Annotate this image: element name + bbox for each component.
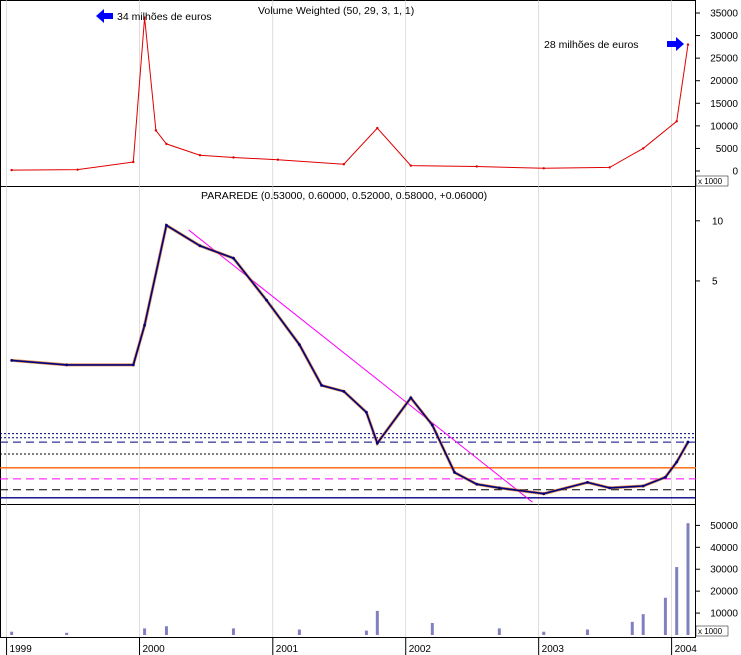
annotation-34m-label: 34 milhões de euros [117, 11, 212, 23]
volume-weighted-point [641, 147, 645, 150]
volume-weighted-point [376, 126, 379, 130]
volume-weighted-title: Volume Weighted (50, 29, 3, 1, 1) [258, 5, 414, 17]
price-point [375, 441, 379, 445]
x-tick-label: 2003 [542, 644, 565, 655]
volume-weighted-point [608, 166, 611, 169]
price-point [686, 440, 690, 444]
y-tick-label: 50000 [710, 521, 738, 532]
y-tick-label: 15000 [710, 99, 738, 110]
volume-bar [585, 629, 589, 635]
price-point [586, 480, 589, 484]
top-unit-label: x 1000 [695, 175, 729, 187]
bottom-unit-label: x 1000 [695, 625, 729, 637]
volume-bar [375, 610, 379, 635]
price-point [608, 486, 612, 490]
volume-weighted-point [165, 142, 168, 146]
svg-text:x 1000: x 1000 [698, 177, 723, 186]
y-tick-label: 0 [732, 167, 738, 178]
y-tick-label: 35000 [710, 9, 738, 20]
price-point [297, 343, 301, 346]
y-tick-label: 30000 [710, 565, 738, 576]
price-point [475, 482, 479, 486]
volume-weighted-point [675, 120, 678, 123]
annotation-34m: 34 milhões de euros [96, 9, 212, 23]
price-point [430, 423, 434, 427]
price-point [675, 460, 679, 464]
volume-bar [297, 629, 301, 635]
price-point [641, 484, 645, 488]
arrow-right-icon [667, 37, 684, 51]
volume-weighted-point [232, 156, 235, 159]
volume-bar [164, 626, 168, 635]
x-tick-label: 2000 [142, 644, 165, 655]
x-tick-label: 1999 [10, 644, 33, 655]
price-point [453, 470, 456, 474]
price-title: PARAREDE (0.53000, 0.60000, 0.52000, 0.5… [201, 190, 487, 202]
price-point [232, 256, 235, 260]
volume-bar [663, 597, 667, 635]
price-point [131, 363, 135, 367]
volume-weighted-point [686, 43, 690, 46]
volume-weighted-point [542, 167, 545, 170]
volume-weighted-point [342, 163, 346, 166]
y-tick-label: 5 [712, 276, 718, 287]
x-tick-label: 2002 [409, 644, 432, 655]
volume-bar [65, 632, 69, 635]
volume-bar [143, 628, 147, 635]
price-point [320, 383, 323, 387]
y-tick-label: 5000 [716, 144, 739, 155]
y-tick-label: 40000 [710, 543, 738, 554]
x-tick-label: 2004 [675, 644, 698, 655]
price-point [409, 396, 413, 400]
y-tick-label: 20000 [710, 76, 738, 87]
volume-bar [675, 567, 679, 635]
annotation-28m-label: 28 milhões de euros [544, 39, 639, 51]
volume-bar [10, 631, 14, 635]
price-point [664, 475, 667, 479]
volume-weighted-point [143, 16, 146, 19]
volume-weighted-point [76, 168, 79, 171]
volume-weighted-point [154, 129, 158, 132]
volume-bar [364, 630, 368, 635]
price-point [364, 410, 368, 414]
volume-weighted-point [132, 160, 135, 164]
y-tick-label: 25000 [710, 54, 738, 65]
price-point [542, 492, 546, 496]
x-tick-label: 2001 [276, 644, 299, 655]
volume-weighted-line [11, 17, 689, 171]
volume-bar [641, 614, 645, 635]
price-point [497, 486, 501, 490]
volume-weighted-point [198, 154, 202, 157]
y-tick-label: 10000 [710, 609, 738, 620]
y-tick-label: 10 [712, 216, 724, 227]
volume-bar [231, 628, 235, 635]
volume-weighted-point [10, 168, 13, 172]
volume-bar [686, 523, 690, 635]
volume-weighted-point [409, 164, 413, 167]
arrow-left-icon [96, 9, 113, 23]
volume-weighted-point [276, 158, 280, 161]
volume-bar [497, 628, 501, 635]
y-tick-label: 20000 [710, 587, 738, 598]
svg-text:x 1000: x 1000 [698, 627, 723, 636]
price-point [10, 359, 14, 362]
volume-bar [630, 621, 634, 635]
volume-bar [430, 622, 434, 635]
y-tick-label: 10000 [710, 121, 738, 132]
volume-bar [542, 631, 546, 635]
annotation-28m: 28 milhões de euros [544, 37, 684, 51]
price-point [342, 389, 346, 393]
price-point [198, 244, 202, 248]
price-point [265, 298, 268, 302]
price-point [65, 363, 69, 367]
volume-weighted-point [475, 165, 478, 168]
price-point [165, 223, 168, 227]
price-point [143, 323, 146, 327]
y-tick-label: 30000 [710, 31, 738, 42]
